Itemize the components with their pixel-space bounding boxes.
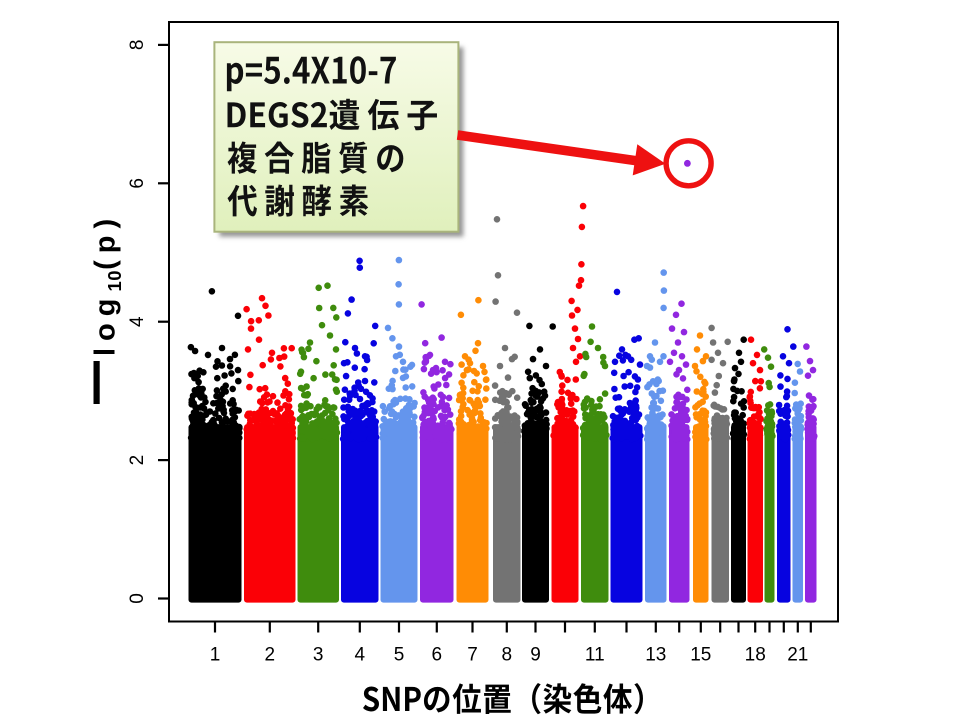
svg-text:8: 8 bbox=[502, 645, 513, 666]
svg-text:6: 6 bbox=[127, 178, 148, 189]
svg-text:0: 0 bbox=[127, 593, 148, 604]
svg-text:9: 9 bbox=[530, 645, 541, 666]
svg-text:21: 21 bbox=[787, 645, 808, 666]
svg-text:8: 8 bbox=[127, 40, 148, 51]
svg-text:3: 3 bbox=[313, 645, 324, 666]
svg-text:15: 15 bbox=[690, 645, 711, 666]
svg-text:11: 11 bbox=[585, 645, 605, 666]
svg-text:4: 4 bbox=[355, 645, 366, 666]
svg-text:4: 4 bbox=[127, 316, 148, 327]
svg-text:7: 7 bbox=[467, 645, 478, 666]
svg-text:5: 5 bbox=[394, 645, 405, 666]
svg-text:2: 2 bbox=[127, 455, 148, 466]
svg-text:6: 6 bbox=[432, 645, 443, 666]
svg-text:18: 18 bbox=[745, 645, 766, 666]
svg-text:13: 13 bbox=[645, 645, 666, 666]
svg-text:2: 2 bbox=[265, 645, 276, 666]
svg-text:1: 1 bbox=[210, 645, 221, 666]
